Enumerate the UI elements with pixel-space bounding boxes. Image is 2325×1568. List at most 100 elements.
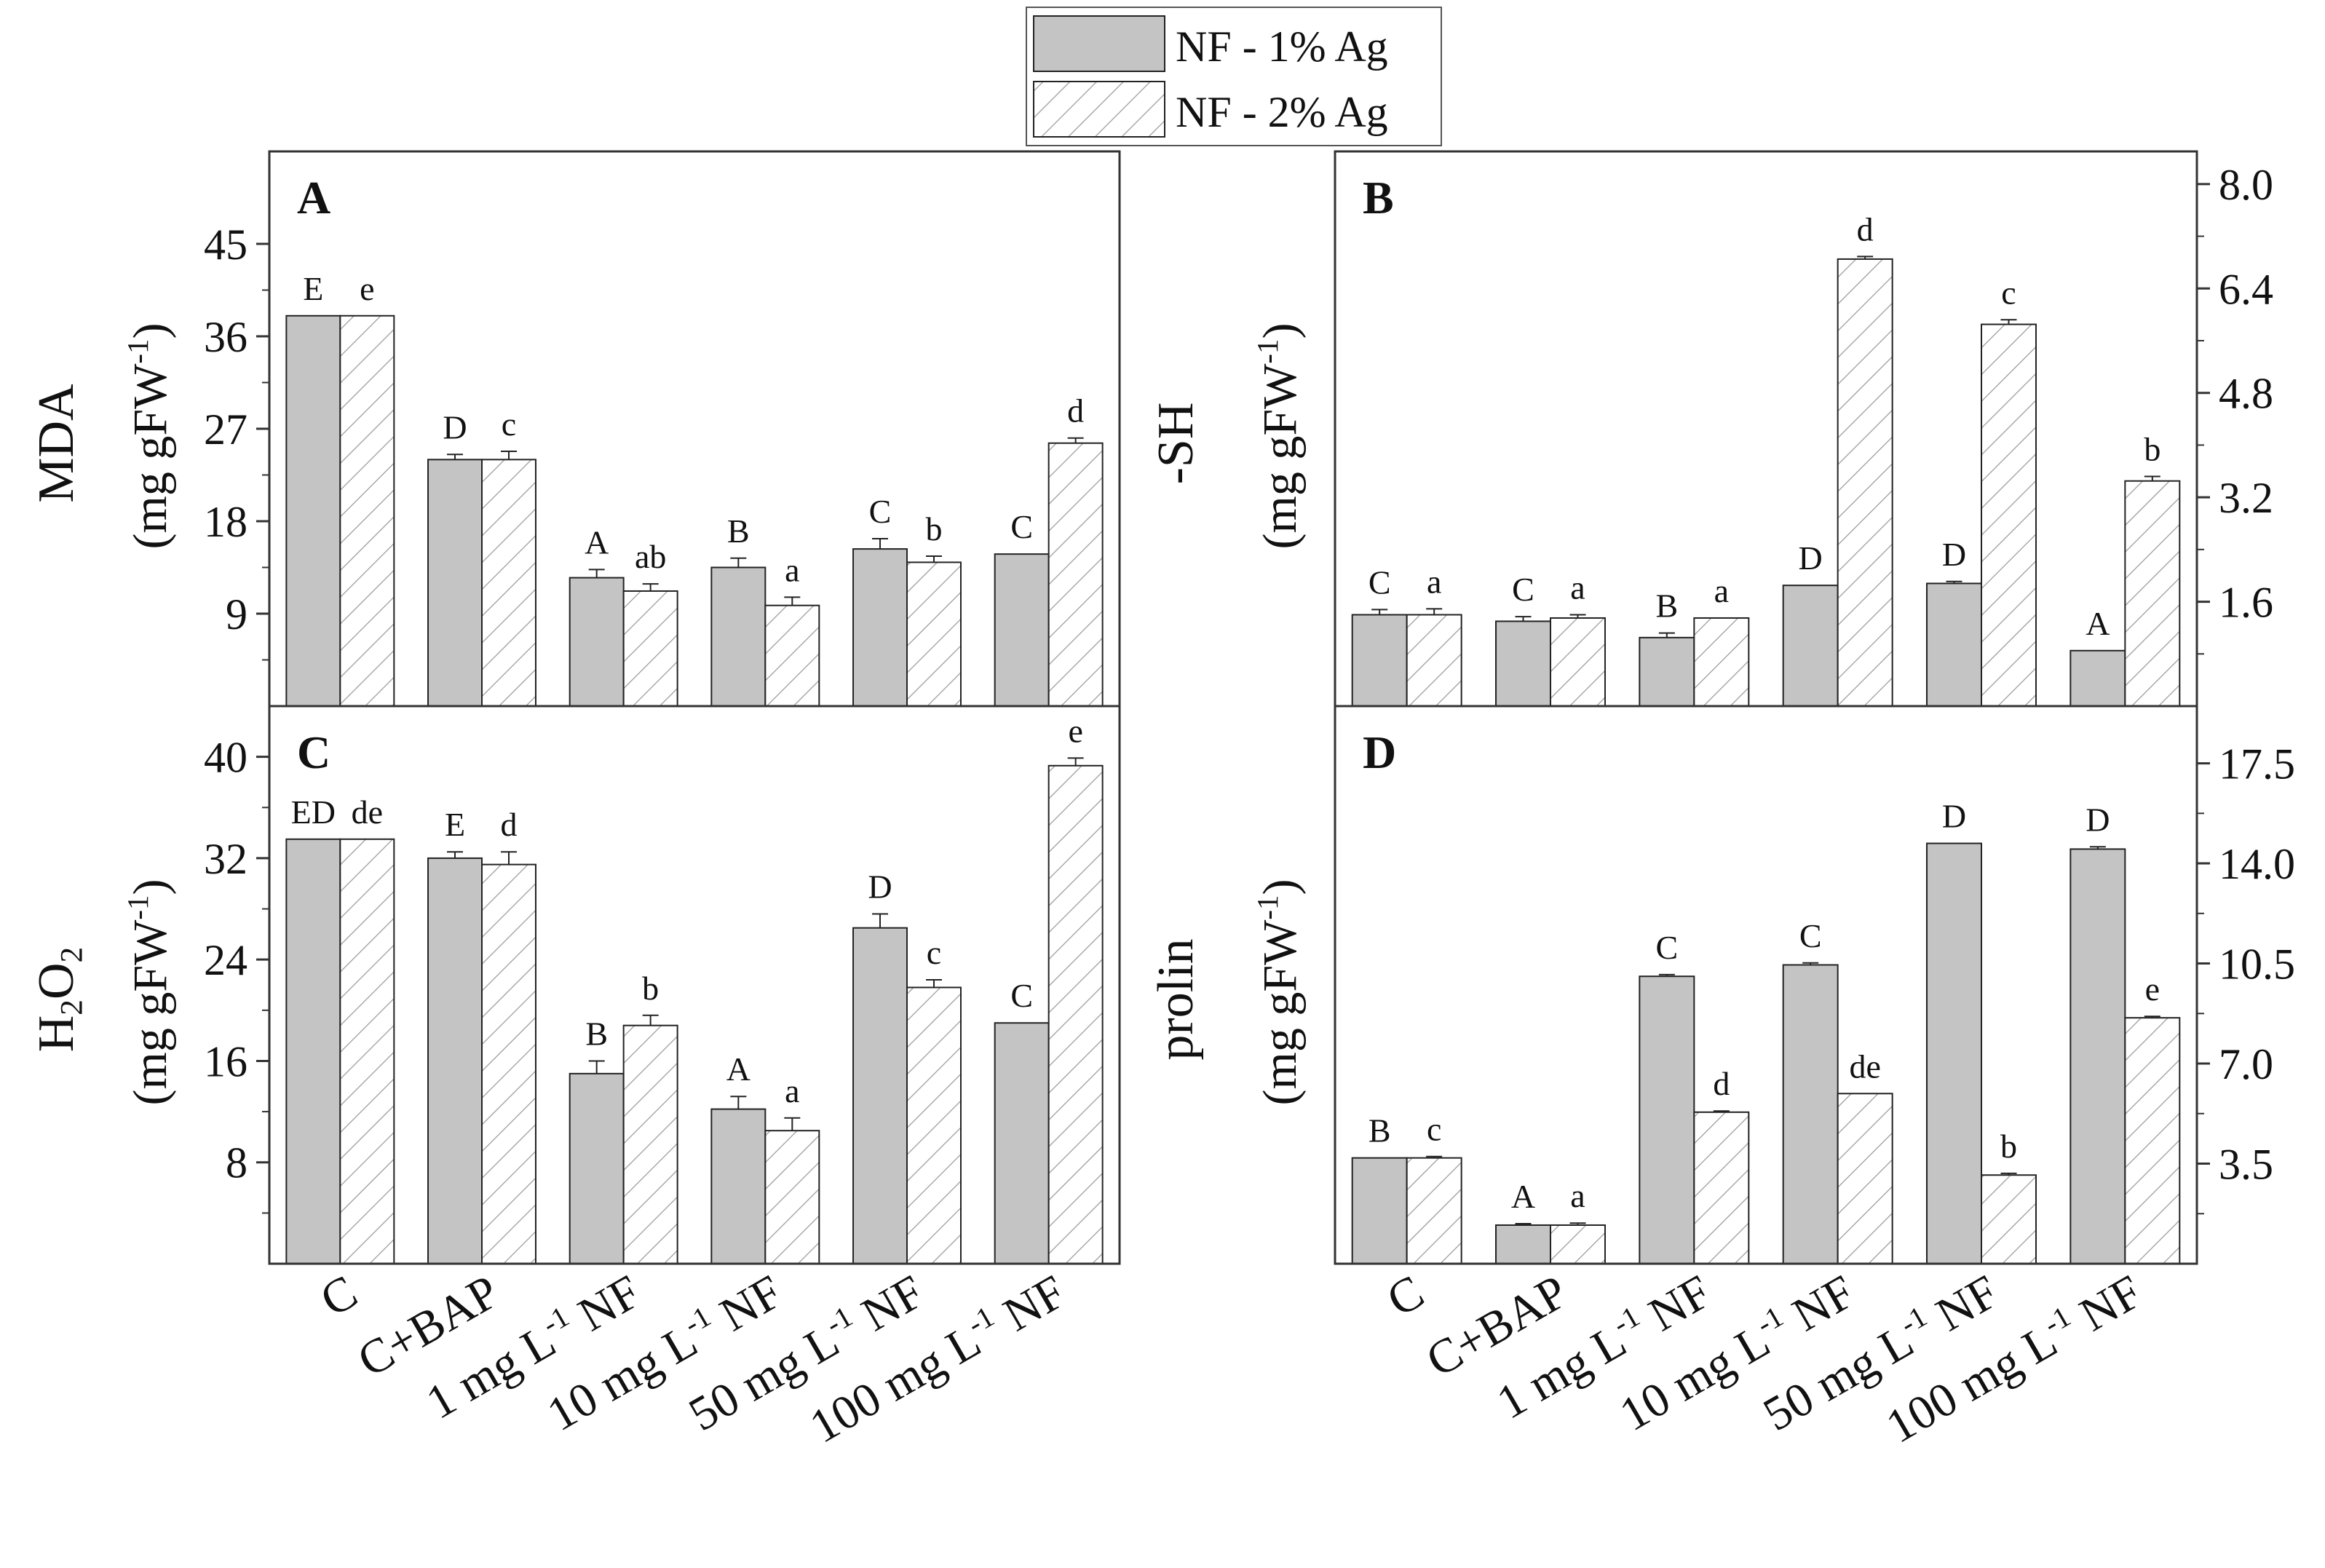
bar-D-s2-1 <box>1406 1157 1462 1264</box>
sig-letter-C-s1-6: C <box>1010 977 1033 1014</box>
panel-letter-C: C <box>297 726 330 778</box>
bar-D-s1-5 <box>1926 842 1983 1264</box>
sig-letter-C-s2-1: de <box>352 793 383 831</box>
tick-label-D-4: 14.0 <box>2219 840 2295 888</box>
sig-letter-D-s2-4: de <box>1849 1048 1880 1085</box>
bar-D-s2-6 <box>2124 1017 2181 1264</box>
sig-letter-C-s1-1: ED <box>291 793 336 831</box>
bar-C-s2-4 <box>764 1130 820 1265</box>
legend-label-1: NF - 1% Ag <box>1176 23 1388 71</box>
y-axis-title-B: -SH <box>1148 403 1204 485</box>
sig-letter-A-s1-5: C <box>869 493 892 530</box>
y-axis-unit-A: (mg gFW-1) <box>122 323 177 550</box>
tick-label-C-4: 32 <box>204 835 247 883</box>
bar-D-s1-6 <box>2069 848 2126 1264</box>
tick-label-A-4: 36 <box>204 313 247 361</box>
bar-D-s2-4 <box>1837 1093 1893 1265</box>
category-label-1: C <box>312 1265 366 1327</box>
bar-C-s2-2 <box>481 863 536 1264</box>
sig-letter-B-s2-4: d <box>1857 210 1874 248</box>
tick-label-B-2: 3.2 <box>2219 474 2273 522</box>
sig-letter-D-s1-4: C <box>1799 917 1822 954</box>
bar-D-s1-3 <box>1639 975 1695 1264</box>
bar-A-s1-5 <box>852 548 908 707</box>
sig-letter-C-s1-4: A <box>726 1050 750 1088</box>
bar-B-s1-3 <box>1639 636 1695 708</box>
bar-C-s2-1 <box>339 838 395 1264</box>
bar-D-s2-3 <box>1693 1111 1750 1265</box>
sig-letter-B-s1-4: D <box>1799 539 1823 577</box>
bar-B-s2-5 <box>1981 323 2037 707</box>
sig-letter-A-s2-3: ab <box>635 538 666 575</box>
sig-letter-C-s1-2: E <box>445 806 465 843</box>
sig-letter-B-s2-6: b <box>2144 430 2160 467</box>
tick-label-A-3: 27 <box>204 405 247 454</box>
y-axis-unit-B: (mg gFW-1) <box>1251 323 1307 550</box>
legend-label-2: NF - 2% Ag <box>1176 88 1388 136</box>
bar-A-s1-1 <box>285 314 341 707</box>
bar-C-s2-5 <box>906 986 962 1264</box>
bar-A-s1-4 <box>710 566 767 707</box>
sig-letter-D-s2-2: a <box>1570 1177 1585 1214</box>
bar-C-s1-2 <box>427 857 483 1264</box>
y-axis-unit-D: (mg gFW-1) <box>1251 879 1307 1106</box>
bar-D-s2-5 <box>1981 1174 2037 1264</box>
tick-label-B-3: 4.8 <box>2219 370 2273 418</box>
y-axis-title-D: prolin <box>1148 938 1204 1060</box>
panel-letter-A: A <box>297 172 330 223</box>
tick-label-B-5: 8.0 <box>2219 161 2273 209</box>
sig-letter-D-s2-3: d <box>1713 1065 1730 1102</box>
bar-C-s1-3 <box>569 1072 625 1264</box>
tick-label-D-3: 10.5 <box>2219 941 2295 989</box>
sig-letter-B-s1-6: A <box>2086 605 2110 642</box>
sig-letter-A-s2-2: c <box>502 405 516 443</box>
bar-C-s1-6 <box>994 1022 1050 1265</box>
tick-label-A-2: 18 <box>204 498 247 546</box>
bar-B-s1-2 <box>1495 620 1552 707</box>
tick-label-C-2: 16 <box>204 1037 247 1085</box>
legend: NF - 1% Ag NF - 2% Ag <box>1026 7 1442 146</box>
tick-label-D-5: 17.5 <box>2219 740 2295 788</box>
sig-letter-D-s2-5: b <box>2000 1128 2017 1165</box>
bar-C-s2-3 <box>622 1024 678 1265</box>
bar-B-s1-5 <box>1926 582 1983 707</box>
sig-letter-B-s1-5: D <box>1942 536 1966 573</box>
sig-letter-D-s1-6: D <box>2086 801 2110 838</box>
plot-frame-A <box>268 150 1121 708</box>
tick-label-C-1: 8 <box>226 1139 247 1187</box>
sig-letter-A-s2-4: a <box>785 551 799 588</box>
bar-D-s1-1 <box>1351 1157 1408 1264</box>
sig-letter-C-s2-5: c <box>927 934 941 971</box>
sig-letter-A-s1-6: C <box>1010 508 1033 545</box>
plot-frame-C <box>268 705 1121 1265</box>
tick-label-A-5: 45 <box>204 221 247 269</box>
sig-letter-A-s1-4: B <box>727 512 750 550</box>
plot-frame-B <box>1334 150 2198 708</box>
bar-A-s2-3 <box>622 590 678 708</box>
sig-letter-C-s2-6: e <box>1068 712 1082 749</box>
bar-B-s1-6 <box>2069 649 2126 707</box>
bar-A-s2-1 <box>339 314 395 707</box>
tick-label-D-1: 3.5 <box>2219 1141 2273 1189</box>
sig-letter-D-s1-2: A <box>1511 1178 1535 1215</box>
sig-letter-D-s1-5: D <box>1942 798 1966 835</box>
bar-B-s2-4 <box>1837 258 1893 707</box>
legend-swatch-solid <box>1033 15 1165 72</box>
sig-letter-D-s2-1: c <box>1427 1111 1441 1148</box>
bar-D-s1-2 <box>1495 1224 1552 1265</box>
sig-letter-A-s1-1: E <box>303 270 323 307</box>
sig-letter-D-s2-6: e <box>2145 970 2160 1007</box>
bar-A-s2-6 <box>1047 442 1104 707</box>
bar-B-s1-4 <box>1782 585 1839 708</box>
sig-letter-C-s1-3: B <box>585 1015 608 1052</box>
bar-B-s2-1 <box>1406 614 1462 708</box>
tick-label-A-1: 9 <box>226 590 247 638</box>
sig-letter-B-s2-2: a <box>1570 569 1585 606</box>
tick-label-D-2: 7.0 <box>2219 1040 2273 1088</box>
legend-swatch-hatched <box>1033 81 1165 138</box>
bar-A-s1-2 <box>427 459 483 707</box>
sig-letter-C-s2-3: b <box>642 970 659 1007</box>
